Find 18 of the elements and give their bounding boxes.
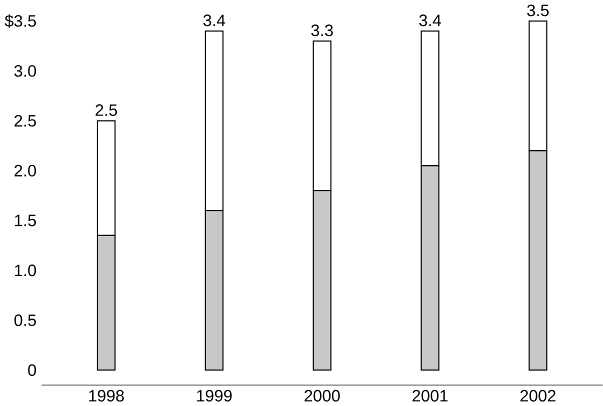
x-tick-label: 1998 bbox=[89, 390, 124, 402]
total-label: 3.4 bbox=[203, 14, 226, 26]
total-label: 3.4 bbox=[419, 14, 442, 26]
x-tick-label: 1999 bbox=[197, 390, 232, 402]
y-tick-label: 0.5 bbox=[14, 314, 36, 326]
total-label: 3.3 bbox=[311, 24, 333, 36]
y-tick-label: 2.5 bbox=[14, 114, 36, 127]
x-tick-label: 2000 bbox=[304, 390, 340, 402]
y-tick-label: 1.0 bbox=[14, 264, 36, 276]
y-tick-label: 1.5 bbox=[14, 214, 36, 226]
total-label: 3.5 bbox=[527, 4, 549, 16]
total-label: 2.5 bbox=[96, 104, 117, 116]
x-tick-label: 2002 bbox=[520, 390, 556, 402]
y-tick-label: 3.0 bbox=[14, 65, 36, 77]
x-tick-label: 2001 bbox=[412, 390, 448, 402]
y-tick-label: 2.0 bbox=[14, 164, 36, 176]
y-tick-label: $3.5 bbox=[4, 14, 36, 28]
y-tick-label: 0 bbox=[28, 364, 36, 376]
